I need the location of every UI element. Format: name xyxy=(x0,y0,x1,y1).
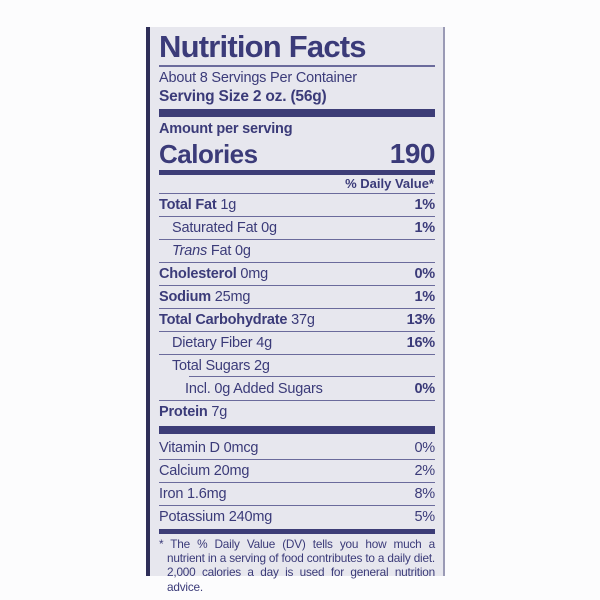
nutrient-row: Incl. 0g Added Sugars 0% xyxy=(159,376,435,400)
nutrient-name: Saturated Fat 0g xyxy=(172,220,277,236)
daily-value: 0% xyxy=(414,380,435,397)
nutrient-name: Incl. 0g Added Sugars xyxy=(185,380,323,397)
nutrient-name: Dietary Fiber 4g xyxy=(172,335,272,351)
vitamin-rows: Vitamin D 0mcg 0% Calcium 20mg 2% Iron 1.6mg… xyxy=(159,436,435,528)
calories-label: Calories xyxy=(159,139,258,169)
vitamins-divider xyxy=(159,529,435,534)
daily-value: 1% xyxy=(414,289,435,305)
daily-value: 1% xyxy=(414,197,435,213)
daily-value: 5% xyxy=(414,509,435,525)
nutrient-row: Total Carbohydrate 37g 13% xyxy=(159,308,435,331)
footnote: * The % Daily Value (DV) tells you how m… xyxy=(159,537,435,594)
vitamin-row: Calcium 20mg 2% xyxy=(159,459,435,482)
nutrient-name: Total Fat 1g xyxy=(159,197,237,213)
nutrient-row: Trans Fat 0g xyxy=(159,239,435,262)
section-divider-thick xyxy=(159,109,435,117)
nutrient-row: Saturated Fat 0g 1% xyxy=(159,216,435,239)
nutrient-row: Total Sugars 2g xyxy=(159,354,435,377)
nutrient-name: Total Carbohydrate 37g xyxy=(159,312,315,328)
nutrient-name: Total Sugars 2g xyxy=(172,358,270,374)
vitamin-name: Calcium 20mg xyxy=(159,463,250,479)
vitamin-name: Vitamin D 0mcg xyxy=(159,439,259,456)
calories-row: Calories 190 xyxy=(159,138,436,169)
serving-size: Serving Size 2 oz. (56g) xyxy=(159,88,327,105)
vitamin-row: Potassium 240mg 5% xyxy=(159,505,435,528)
calories-value: 190 xyxy=(389,138,436,169)
vitamin-row: Vitamin D 0mcg 0% xyxy=(159,436,435,459)
vitamin-name: Potassium 240mg xyxy=(159,509,273,525)
daily-value-header: % Daily Value* xyxy=(345,176,434,191)
title-divider xyxy=(159,65,435,67)
section-divider-thick xyxy=(159,426,435,434)
daily-value: 0% xyxy=(414,266,435,282)
daily-value: 16% xyxy=(406,335,436,351)
daily-value: 1% xyxy=(414,220,435,236)
nutrient-rows: Total Fat 1g 1% Saturated Fat 0g 1% Trans Fa… xyxy=(159,193,435,423)
nutrient-row: Sodium 25mg 1% xyxy=(159,285,435,308)
nutrient-row: Dietary Fiber 4g 16% xyxy=(159,331,435,354)
nutrient-name: Cholesterol 0mg xyxy=(159,266,269,282)
label-title: Nutrition Facts xyxy=(159,29,367,64)
nutrient-row: Cholesterol 0mg 0% xyxy=(159,262,435,285)
amount-per-serving-label: Amount per serving xyxy=(159,121,293,137)
daily-value: 2% xyxy=(414,463,435,479)
vitamin-row: Iron 1.6mg 8% xyxy=(159,482,435,505)
nutrient-name: Sodium 25mg xyxy=(159,289,251,305)
daily-value: 8% xyxy=(414,486,435,502)
daily-value: 0% xyxy=(414,439,435,456)
vitamin-name: Iron 1.6mg xyxy=(159,486,227,502)
nutrient-name: Protein 7g xyxy=(159,404,228,420)
nutrient-row: Total Fat 1g 1% xyxy=(159,193,435,216)
nutrient-name: Trans Fat 0g xyxy=(172,243,251,259)
calories-divider xyxy=(159,170,435,175)
nutrient-row: Protein 7g xyxy=(159,400,435,423)
servings-per-container: About 8 Servings Per Container xyxy=(159,70,357,86)
nutrition-label: Nutrition Facts About 8 Servings Per Con… xyxy=(146,27,445,594)
daily-value: 13% xyxy=(406,312,436,328)
